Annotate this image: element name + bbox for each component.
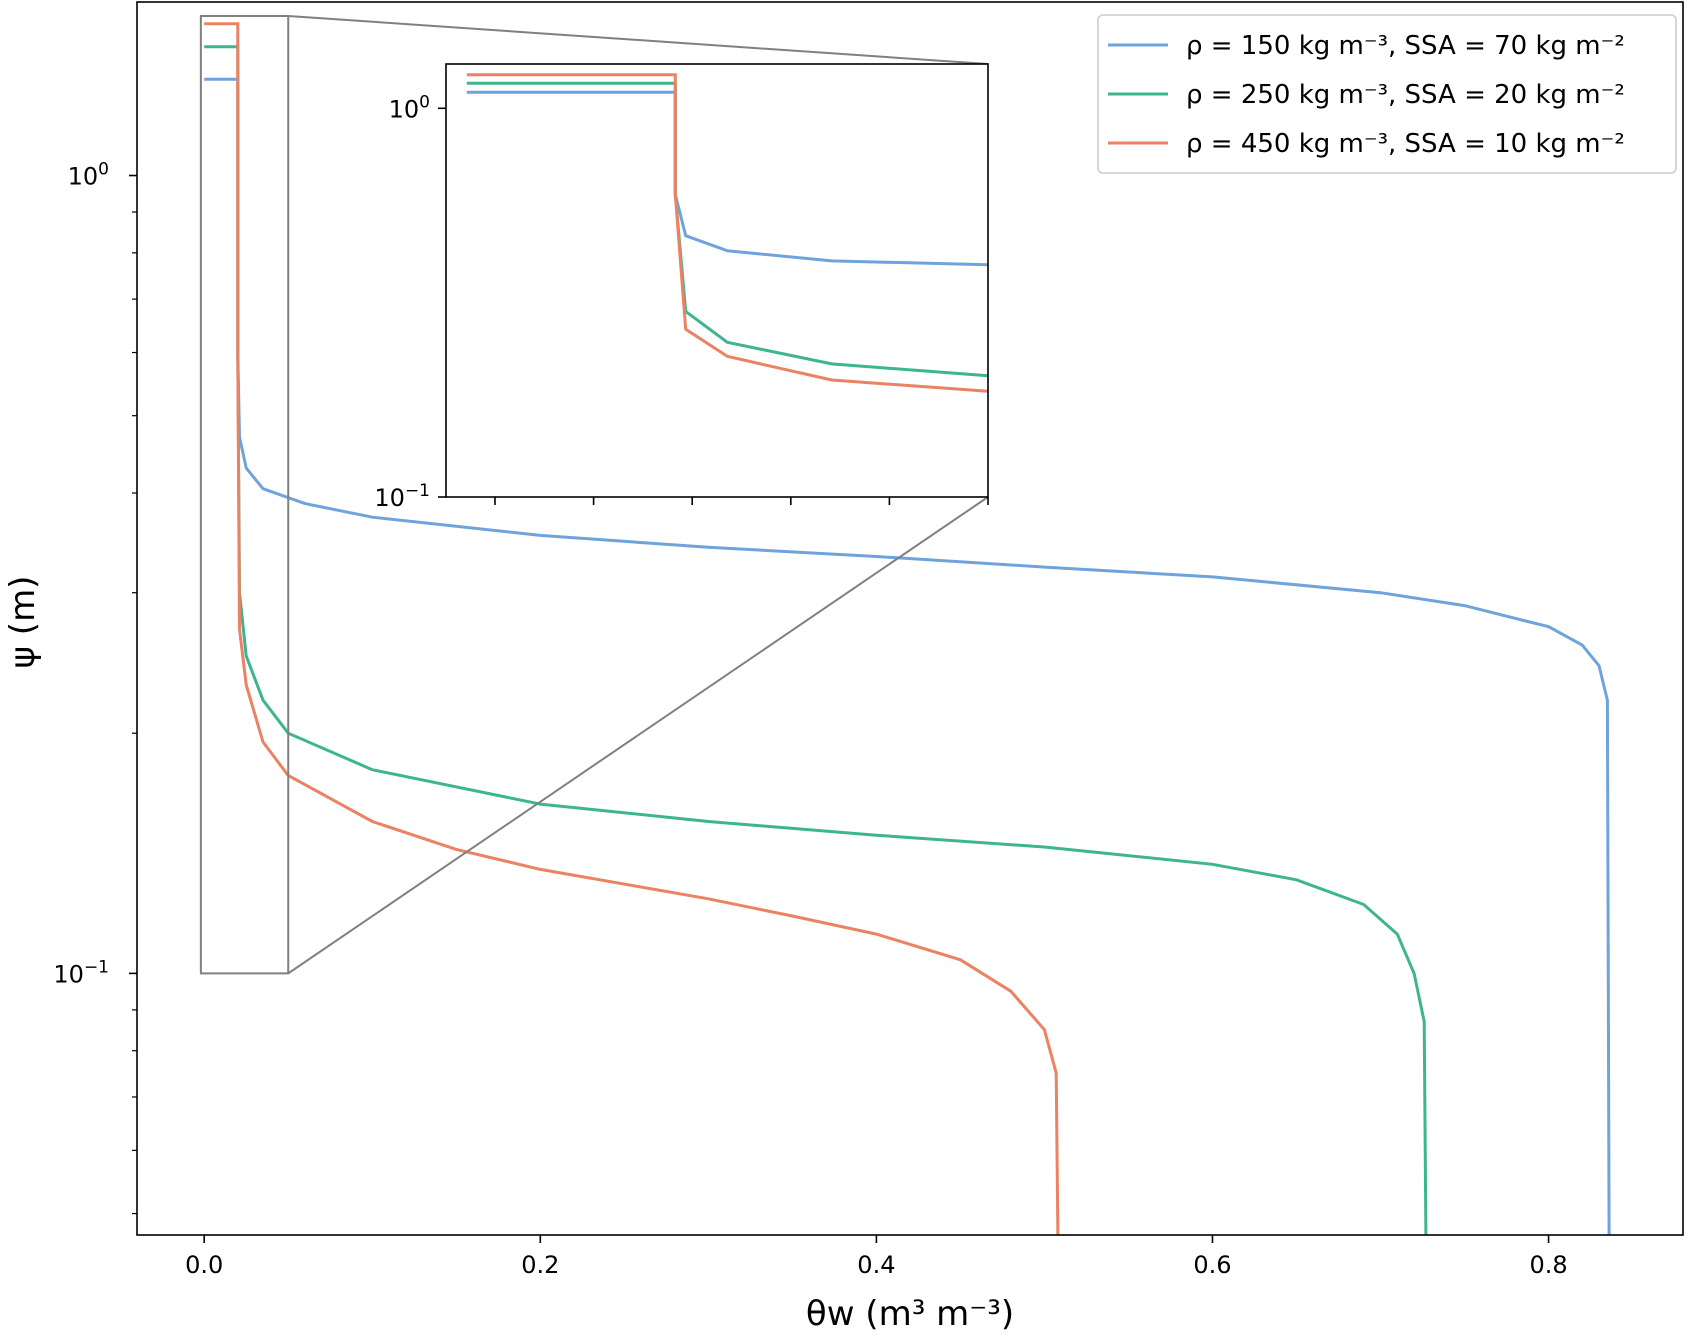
zoom-region-box <box>199 15 290 975</box>
plot-frame <box>136 1 1684 1236</box>
inset-axes: 10−1 100 <box>374 63 989 512</box>
x-tick-label: 0.2 <box>521 1251 559 1279</box>
x-axis-label: θw (m³ m⁻³) <box>806 1294 1014 1334</box>
y-tick-label: 10−1 <box>53 957 109 988</box>
inset-series-line-3 <box>466 73 989 393</box>
main-plot-lines <box>204 22 1611 1236</box>
zoom-connector-bottom <box>287 496 989 975</box>
y-axis-label: ψ (m) <box>3 576 43 669</box>
inset-y-tick-label: 100 <box>389 92 430 123</box>
legend-label-3: ρ = 450 kg m⁻³, SSA = 10 kg m⁻² <box>1186 129 1625 159</box>
x-tick-label: 0.8 <box>1529 1251 1567 1279</box>
x-tick-label: 0.0 <box>185 1251 223 1279</box>
zoom-connector-top <box>288 15 989 65</box>
x-tick-label: 0.4 <box>857 1251 895 1279</box>
zoom-connectors <box>199 15 989 975</box>
legend-label-2: ρ = 250 kg m⁻³, SSA = 20 kg m⁻² <box>1186 80 1625 110</box>
legend: ρ = 150 kg m⁻³, SSA = 70 kg m⁻² ρ = 250 k… <box>1097 14 1677 174</box>
x-tick-label: 0.6 <box>1193 1251 1231 1279</box>
series-line-3 <box>204 22 1060 1236</box>
legend-box <box>1097 14 1677 174</box>
legend-label-1: ρ = 150 kg m⁻³, SSA = 70 kg m⁻² <box>1186 31 1625 61</box>
y-tick-label: 100 <box>68 160 109 191</box>
series-line-1 <box>204 77 1611 1236</box>
inset-y-tick-label: 10−1 <box>374 481 430 512</box>
inset-background <box>446 64 988 497</box>
inset-frame <box>445 63 989 498</box>
main-axes: 0.0 0.2 0.4 0.6 0.8 10−1 100 <box>53 1 1684 1279</box>
